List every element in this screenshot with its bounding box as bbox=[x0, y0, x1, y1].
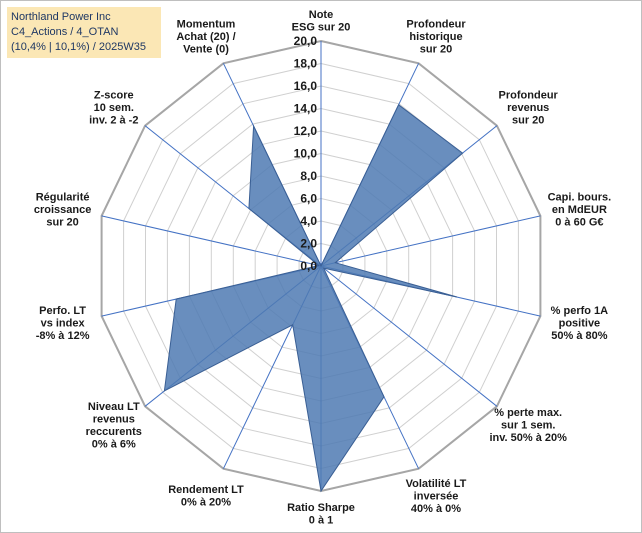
axis-label: Volatilité LT inversée 40% à 0% bbox=[406, 478, 467, 515]
axis-category-labels: Note ESG sur 20 Profondeur historique sur 20… bbox=[34, 9, 611, 527]
axis-label: Rendement LT 0% à 20% bbox=[168, 484, 244, 509]
axis-label: Ratio Sharpe 0 à 1 bbox=[287, 502, 355, 527]
tick-label: 4,0 bbox=[300, 214, 317, 228]
tick-label: 6,0 bbox=[300, 192, 317, 206]
tick-label: 14,0 bbox=[294, 102, 318, 116]
axis-label: Capi. bours. en MdEUR 0 à 60 G€ bbox=[548, 192, 612, 229]
radar-series bbox=[163, 104, 464, 493]
axis-label: % perfo 1A positive 50% à 80% bbox=[551, 305, 609, 342]
tick-label: 2,0 bbox=[300, 237, 317, 251]
chart-title-box: Northland Power Inc C4_Actions / 4_OTAN … bbox=[7, 7, 161, 58]
axis-label: Perfo. LT vs index -8% à 12% bbox=[36, 305, 90, 342]
axis-label: % perte max. sur 1 sem. inv. 50% à 20% bbox=[489, 407, 567, 444]
axis-label: Momentum Achat (20) / Vente (0) bbox=[176, 19, 235, 56]
axis-label: Régularité croissance sur 20 bbox=[34, 192, 91, 229]
tick-label: 20,0 bbox=[294, 34, 318, 48]
axis-label: Profondeur historique sur 20 bbox=[406, 19, 466, 56]
tick-label: 8,0 bbox=[300, 169, 317, 183]
company-name: Northland Power Inc bbox=[11, 11, 111, 23]
axis-spoke bbox=[320, 215, 541, 267]
axis-label: Z-score 10 sem. inv. 2 à -2 bbox=[89, 89, 138, 126]
portfolio-path: C4_Actions / 4_OTAN bbox=[11, 26, 119, 38]
tick-label: 18,0 bbox=[294, 57, 318, 71]
performance-week: (10,4% | 10,1%) / 2025W35 bbox=[11, 41, 146, 53]
tick-label: 10,0 bbox=[294, 147, 318, 161]
tick-label: 12,0 bbox=[294, 124, 318, 138]
axis-spoke bbox=[101, 215, 322, 267]
tick-label: 0,0 bbox=[300, 259, 317, 273]
tick-label: 16,0 bbox=[294, 79, 318, 93]
axis-spoke bbox=[320, 265, 498, 407]
axis-label: Note ESG sur 20 bbox=[292, 9, 351, 34]
radial-tick-labels: 0,0 2,0 4,0 6,0 8,0 10,0 12,0 14,0 16,0 18,0 20,0 bbox=[294, 34, 318, 273]
axis-label: Profondeur revenus sur 20 bbox=[499, 89, 559, 126]
axis-label: Niveau LT revenus reccurents 0% à 6% bbox=[86, 401, 142, 451]
series-area bbox=[163, 104, 464, 493]
